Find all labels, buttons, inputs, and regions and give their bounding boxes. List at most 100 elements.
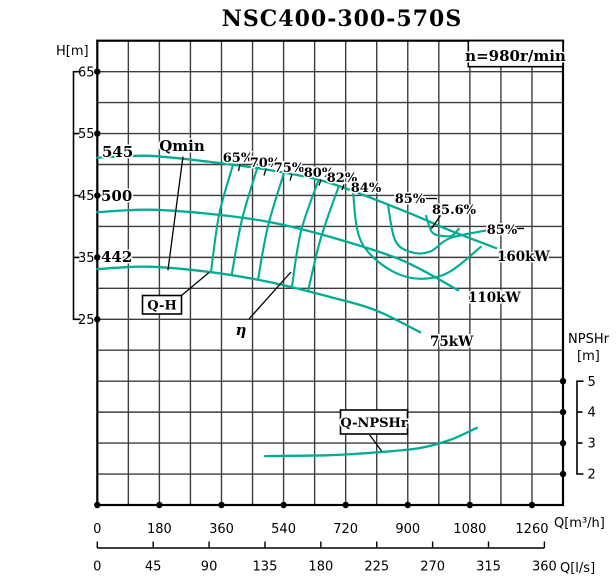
npshr-axis-unit: [m] [577, 349, 600, 364]
eff-75-label: 75% [274, 161, 305, 176]
axis-dots [94, 68, 567, 509]
qh-label-box [141, 294, 183, 315]
series-efficiency-70% [230, 167, 259, 276]
text-labels: NSC400-300-570S n=980r/min H[m] NPSHr [m… [56, 6, 610, 576]
eff-85-label: 85% [395, 192, 426, 207]
q-ls-tick-label: 90 [201, 560, 218, 575]
q-ls-tick-label: 45 [145, 560, 162, 575]
x-axis-dot [94, 501, 101, 509]
npshr-axis-bracket [576, 380, 584, 475]
series-efficiency-80% [290, 180, 320, 289]
series-efficiency-84% [351, 190, 482, 280]
q-m3h-tick-label: 360 [209, 522, 234, 537]
h-axis-dot [94, 68, 101, 75]
impeller-500-label: 500 [101, 187, 132, 205]
x-axis-dot [466, 501, 474, 509]
qmin-label: Qmin [159, 137, 205, 155]
eta-label: η [236, 321, 247, 339]
series-efficiency-65% [210, 164, 234, 273]
series-q-h-impeller-545 [96, 154, 498, 250]
qnpshr-curve-label: Q-NPSHr [340, 416, 408, 431]
series-efficiency-85% [387, 204, 490, 255]
eff-80-tick [318, 179, 322, 186]
eff-80-label: 80% [304, 166, 335, 181]
eff-70-label: 70% [250, 156, 281, 171]
h-axis-dot [94, 316, 101, 323]
q-m3h-axis-name: Q[m³/h] [554, 516, 605, 531]
q-ls-tick-label: 0 [93, 560, 101, 575]
q-ls-axis-name: Q[l/s] [560, 561, 595, 576]
npshr-axis-name: NPSHr [568, 332, 610, 347]
q-ls-tick-label: 270 [420, 560, 445, 575]
tick-labels: 0 180 360 540 720 900 1080 1260 65 55 45 35 25 5 4 3 2 0 4… [78, 65, 596, 574]
q-ls-tick-label: 180 [308, 560, 333, 575]
h-tick-label: 25 [78, 313, 95, 328]
qh-leader [181, 272, 210, 296]
data-curves [96, 154, 498, 458]
eta-leader [248, 271, 292, 320]
eff-65-tick [237, 163, 241, 172]
eff-856-label: 85.6% [432, 203, 477, 218]
eff-85-right-label: 85% [487, 223, 518, 238]
q-ls-scale [96, 541, 546, 549]
h-axis-bracket [72, 70, 81, 321]
q-m3h-tick-label: 180 [147, 522, 172, 537]
x-axis-dot [528, 501, 536, 509]
q-ls-tick-label: 315 [476, 560, 501, 575]
series-q-h-impeller-442 [96, 265, 422, 334]
h-axis-dot [94, 192, 101, 199]
grid-lines [96, 40, 564, 506]
q-m3h-tick-label: 0 [93, 522, 101, 537]
series-efficiency-82% [307, 185, 340, 292]
h-tick-label: 45 [78, 189, 95, 204]
speed-note: n=980r/min [465, 47, 566, 65]
power-110kw-label: 110kW [468, 290, 522, 306]
plot-border [96, 39, 565, 507]
npshr-axis-dot [559, 377, 567, 385]
h-tick-label: 65 [78, 65, 95, 80]
power-160kw-label: 160kW [497, 249, 551, 265]
q-ls-tick-label: 135 [253, 560, 278, 575]
x-axis-dot [218, 501, 225, 509]
series-efficiency-75% [257, 172, 285, 281]
h-axis-name: H[m] [56, 44, 89, 59]
power-75kw-label: 75kW [430, 334, 474, 350]
annotations [72, 70, 584, 549]
series-efficiency-85.6% [425, 214, 460, 238]
npshr-tick-label: 2 [588, 468, 596, 483]
q-m3h-tick-label: 1260 [515, 522, 548, 537]
qnpshr-leader [368, 433, 383, 452]
q-m3h-tick-label: 900 [395, 522, 420, 537]
npshr-axis-dot [559, 470, 567, 478]
eff-65-label: 65% [223, 151, 254, 166]
eff-84-label: 84% [351, 181, 382, 196]
npshr-tick-label: 3 [588, 437, 596, 452]
q-m3h-tick-label: 1080 [453, 522, 486, 537]
speed-box [467, 39, 564, 68]
qnpshr-label-box [339, 409, 409, 435]
h-axis-dot [94, 254, 101, 261]
h-tick-label: 35 [78, 251, 95, 266]
eff-75-tick [289, 173, 293, 181]
eff-70-tick [263, 168, 267, 176]
series-qmin-limit-line [167, 156, 184, 271]
npshr-tick-label: 5 [588, 375, 596, 390]
npshr-tick-label: 4 [588, 406, 596, 421]
h-tick-label: 55 [78, 127, 95, 142]
q-ls-tick-label: 225 [364, 560, 389, 575]
impeller-545-label: 545 [102, 143, 133, 161]
q-m3h-tick-label: 720 [333, 522, 358, 537]
x-axis-dot [280, 501, 287, 509]
chart-title: NSC400-300-570S [222, 6, 462, 32]
eff-856-leader [430, 215, 442, 229]
x-axis-dot [342, 501, 349, 509]
series-q-npshr [263, 426, 478, 458]
npshr-axis-dot [559, 439, 567, 447]
eff-82-label: 82% [327, 171, 358, 186]
h-axis-dot [94, 130, 101, 137]
q-ls-tick-label: 360 [532, 560, 557, 575]
x-axis-dot [404, 501, 411, 509]
impeller-442-label: 442 [101, 248, 132, 266]
